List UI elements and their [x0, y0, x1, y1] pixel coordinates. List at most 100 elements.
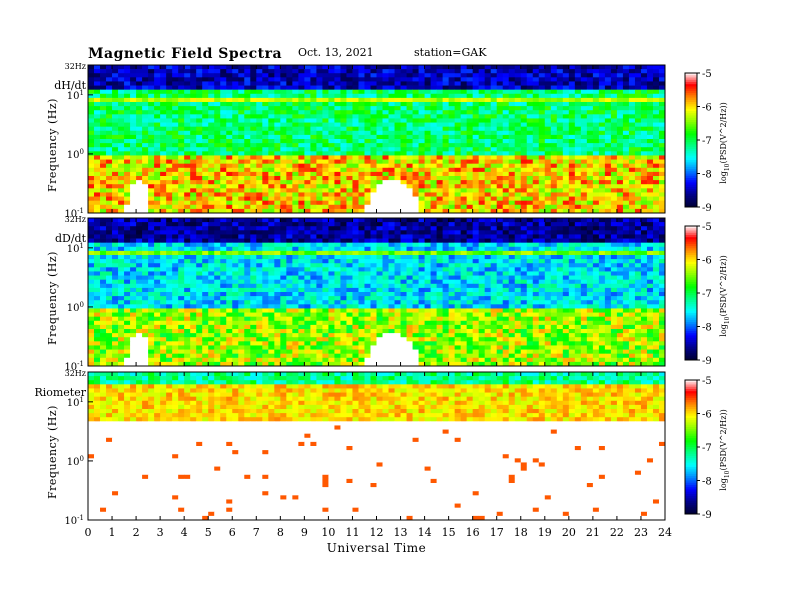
heatmap-cell	[628, 226, 636, 231]
heatmap-cell	[448, 147, 456, 152]
heatmap-cell	[550, 230, 558, 235]
heatmap-cell	[190, 246, 197, 252]
heatmap-cell	[484, 77, 492, 82]
heatmap-cell	[364, 242, 371, 248]
heatmap-cell	[580, 134, 588, 140]
heatmap-cell	[274, 238, 281, 244]
heatmap-cell	[298, 110, 305, 115]
heatmap-cell	[532, 188, 540, 193]
heatmap-cell	[94, 263, 101, 268]
heatmap-cell	[328, 143, 335, 148]
heatmap-cell	[142, 114, 149, 119]
heatmap-cell	[388, 126, 395, 132]
heatmap-cell	[154, 234, 161, 239]
heatmap-cell	[502, 114, 510, 119]
heatmap-cell	[166, 110, 173, 115]
heatmap-cell	[184, 267, 191, 272]
heatmap-cell	[466, 106, 474, 111]
heatmap-cell	[562, 143, 570, 148]
heatmap-cell	[436, 180, 444, 185]
heatmap-cell	[304, 242, 311, 248]
heatmap-cell	[484, 250, 492, 256]
heatmap-cell	[448, 192, 456, 197]
heatmap-cell	[424, 196, 431, 202]
heatmap-cell	[292, 246, 299, 252]
heatmap-cell	[226, 255, 233, 260]
heatmap-cell	[280, 176, 287, 181]
heatmap-cell	[280, 143, 287, 148]
heatmap-cell	[316, 180, 323, 185]
heatmap-cell	[580, 114, 588, 119]
heatmap-cell	[358, 275, 365, 281]
heatmap-cell	[514, 180, 522, 185]
heatmap-cell	[418, 65, 425, 70]
heatmap-cell	[148, 65, 155, 70]
heatmap-cell	[394, 255, 401, 260]
heatmap-cell	[154, 267, 161, 272]
heatmap-cell	[640, 130, 648, 136]
heatmap-cell	[460, 171, 468, 177]
heatmap-cell	[154, 93, 161, 99]
heatmap-cell	[340, 200, 347, 206]
heatmap-cell	[442, 77, 450, 82]
heatmap-cell	[310, 242, 317, 248]
heatmap-cell	[520, 188, 528, 193]
heatmap-cell	[622, 118, 630, 123]
heatmap-cell	[508, 204, 516, 210]
heatmap-cell	[598, 246, 606, 252]
heatmap-cell	[286, 234, 293, 239]
heatmap-cell	[568, 159, 576, 165]
heatmap-cell	[658, 114, 666, 119]
heatmap-cell	[160, 255, 167, 260]
heatmap-cell	[136, 130, 143, 136]
heatmap-cell	[184, 226, 191, 231]
heatmap-cell	[424, 81, 431, 86]
heatmap-cell	[370, 250, 377, 256]
heatmap-cell	[244, 263, 251, 268]
heatmap-cell	[490, 69, 498, 74]
heatmap-cell	[508, 171, 516, 177]
heatmap-cell	[298, 151, 305, 156]
heatmap-cell	[298, 259, 305, 264]
heatmap-cell	[148, 180, 155, 185]
heatmap-cell	[226, 81, 233, 86]
heatmap-cell	[394, 81, 401, 86]
heatmap-cell	[100, 180, 107, 185]
heatmap-cell	[478, 69, 486, 74]
heatmap-cell	[430, 147, 437, 152]
heatmap-cell	[196, 208, 203, 214]
heatmap-cell	[316, 167, 323, 173]
heatmap-cell	[628, 102, 636, 107]
heatmap-cell	[202, 250, 209, 256]
heatmap-cell	[214, 69, 221, 74]
heatmap-cell	[586, 255, 594, 260]
heatmap-cell	[364, 230, 371, 235]
heatmap-cell	[478, 163, 486, 169]
heatmap-cell	[178, 246, 185, 252]
heatmap-cell	[580, 126, 588, 132]
heatmap-cell	[646, 204, 654, 210]
heatmap-cell	[298, 222, 305, 227]
heatmap-cell	[148, 171, 155, 177]
heatmap-cell	[508, 222, 516, 227]
heatmap-cell	[88, 263, 95, 268]
heatmap-cell	[334, 118, 341, 123]
heatmap-cell	[100, 204, 107, 210]
heatmap-cell	[112, 222, 119, 227]
heatmap-cell	[370, 188, 377, 193]
heatmap-cell	[196, 226, 203, 231]
heatmap-cell	[412, 255, 419, 260]
heatmap-cell	[292, 204, 299, 210]
heatmap-cell	[136, 114, 143, 119]
heatmap-cell	[364, 122, 371, 128]
heatmap-cell	[304, 271, 311, 276]
heatmap-cell	[352, 222, 359, 227]
heatmap-cell	[586, 77, 594, 82]
heatmap-cell	[274, 222, 281, 227]
heatmap-cell	[190, 222, 197, 227]
heatmap-cell	[244, 208, 251, 214]
heatmap-cell	[520, 255, 528, 260]
heatmap-cell	[178, 69, 185, 74]
heatmap-cell	[346, 85, 353, 91]
heatmap-cell	[274, 208, 281, 214]
